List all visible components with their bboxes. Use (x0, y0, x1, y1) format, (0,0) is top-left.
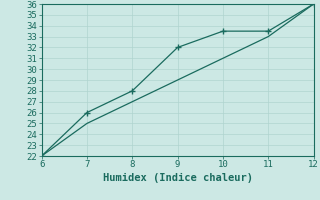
X-axis label: Humidex (Indice chaleur): Humidex (Indice chaleur) (103, 173, 252, 183)
